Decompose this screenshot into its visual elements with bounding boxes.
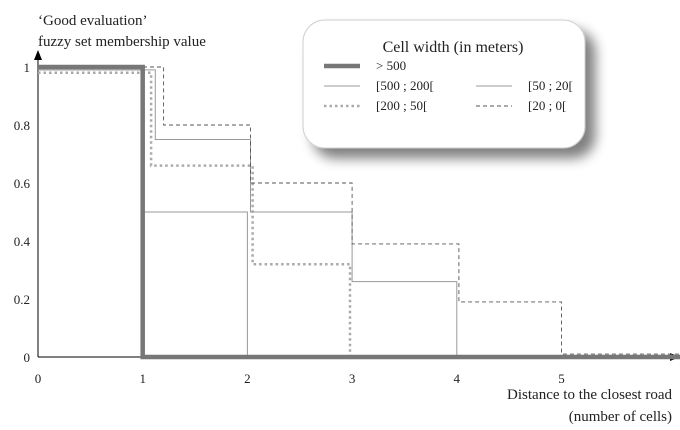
legend-label: [50 ; 20[ [528,78,573,93]
y-axis-label-line1: ‘Good evaluation’ [38,13,148,29]
legend: Cell width (in meters) > 500 [500 ; 200[ [… [302,19,586,149]
y-tick-label: 0 [24,350,31,365]
x-axis-label-line2: (number of cells) [569,409,672,425]
series-line [38,71,680,359]
legend-label: [500 ; 200[ [376,78,434,93]
x-axis-label-line1: Distance to the closest road [507,387,672,403]
x-tick-label: 4 [454,371,461,386]
y-tick-label: 0.6 [14,176,31,191]
series-lines [38,64,680,360]
legend-box [302,19,586,149]
x-tick-label: 1 [139,371,146,386]
series-line [38,64,680,360]
y-tick-label: 1 [24,60,31,75]
x-tick-label: 5 [558,371,565,386]
legend-label: [20 ; 0[ [528,98,566,113]
y-axis-label-line2: fuzzy set membership value [38,34,206,50]
y-tick-label: 0.8 [14,118,30,133]
x-tick-label: 3 [349,371,356,386]
y-axis-arrow [34,50,42,60]
x-tick-label: 2 [244,371,251,386]
y-tick-label: 0.4 [14,234,31,249]
legend-label: > 500 [376,58,406,73]
y-tick-label: 0.2 [14,292,30,307]
ticks: 0 1 2 3 4 5 0 0.2 0.4 0.6 0.8 1 [14,60,565,386]
legend-entries: > 500 [500 ; 200[ [200 ; 50[ [50 ; 20[ [20 ;… [324,58,573,113]
legend-title: Cell width (in meters) [383,39,524,56]
series-line [38,69,680,358]
legend-label: [200 ; 50[ [376,98,427,113]
x-tick-label: 0 [35,371,42,386]
